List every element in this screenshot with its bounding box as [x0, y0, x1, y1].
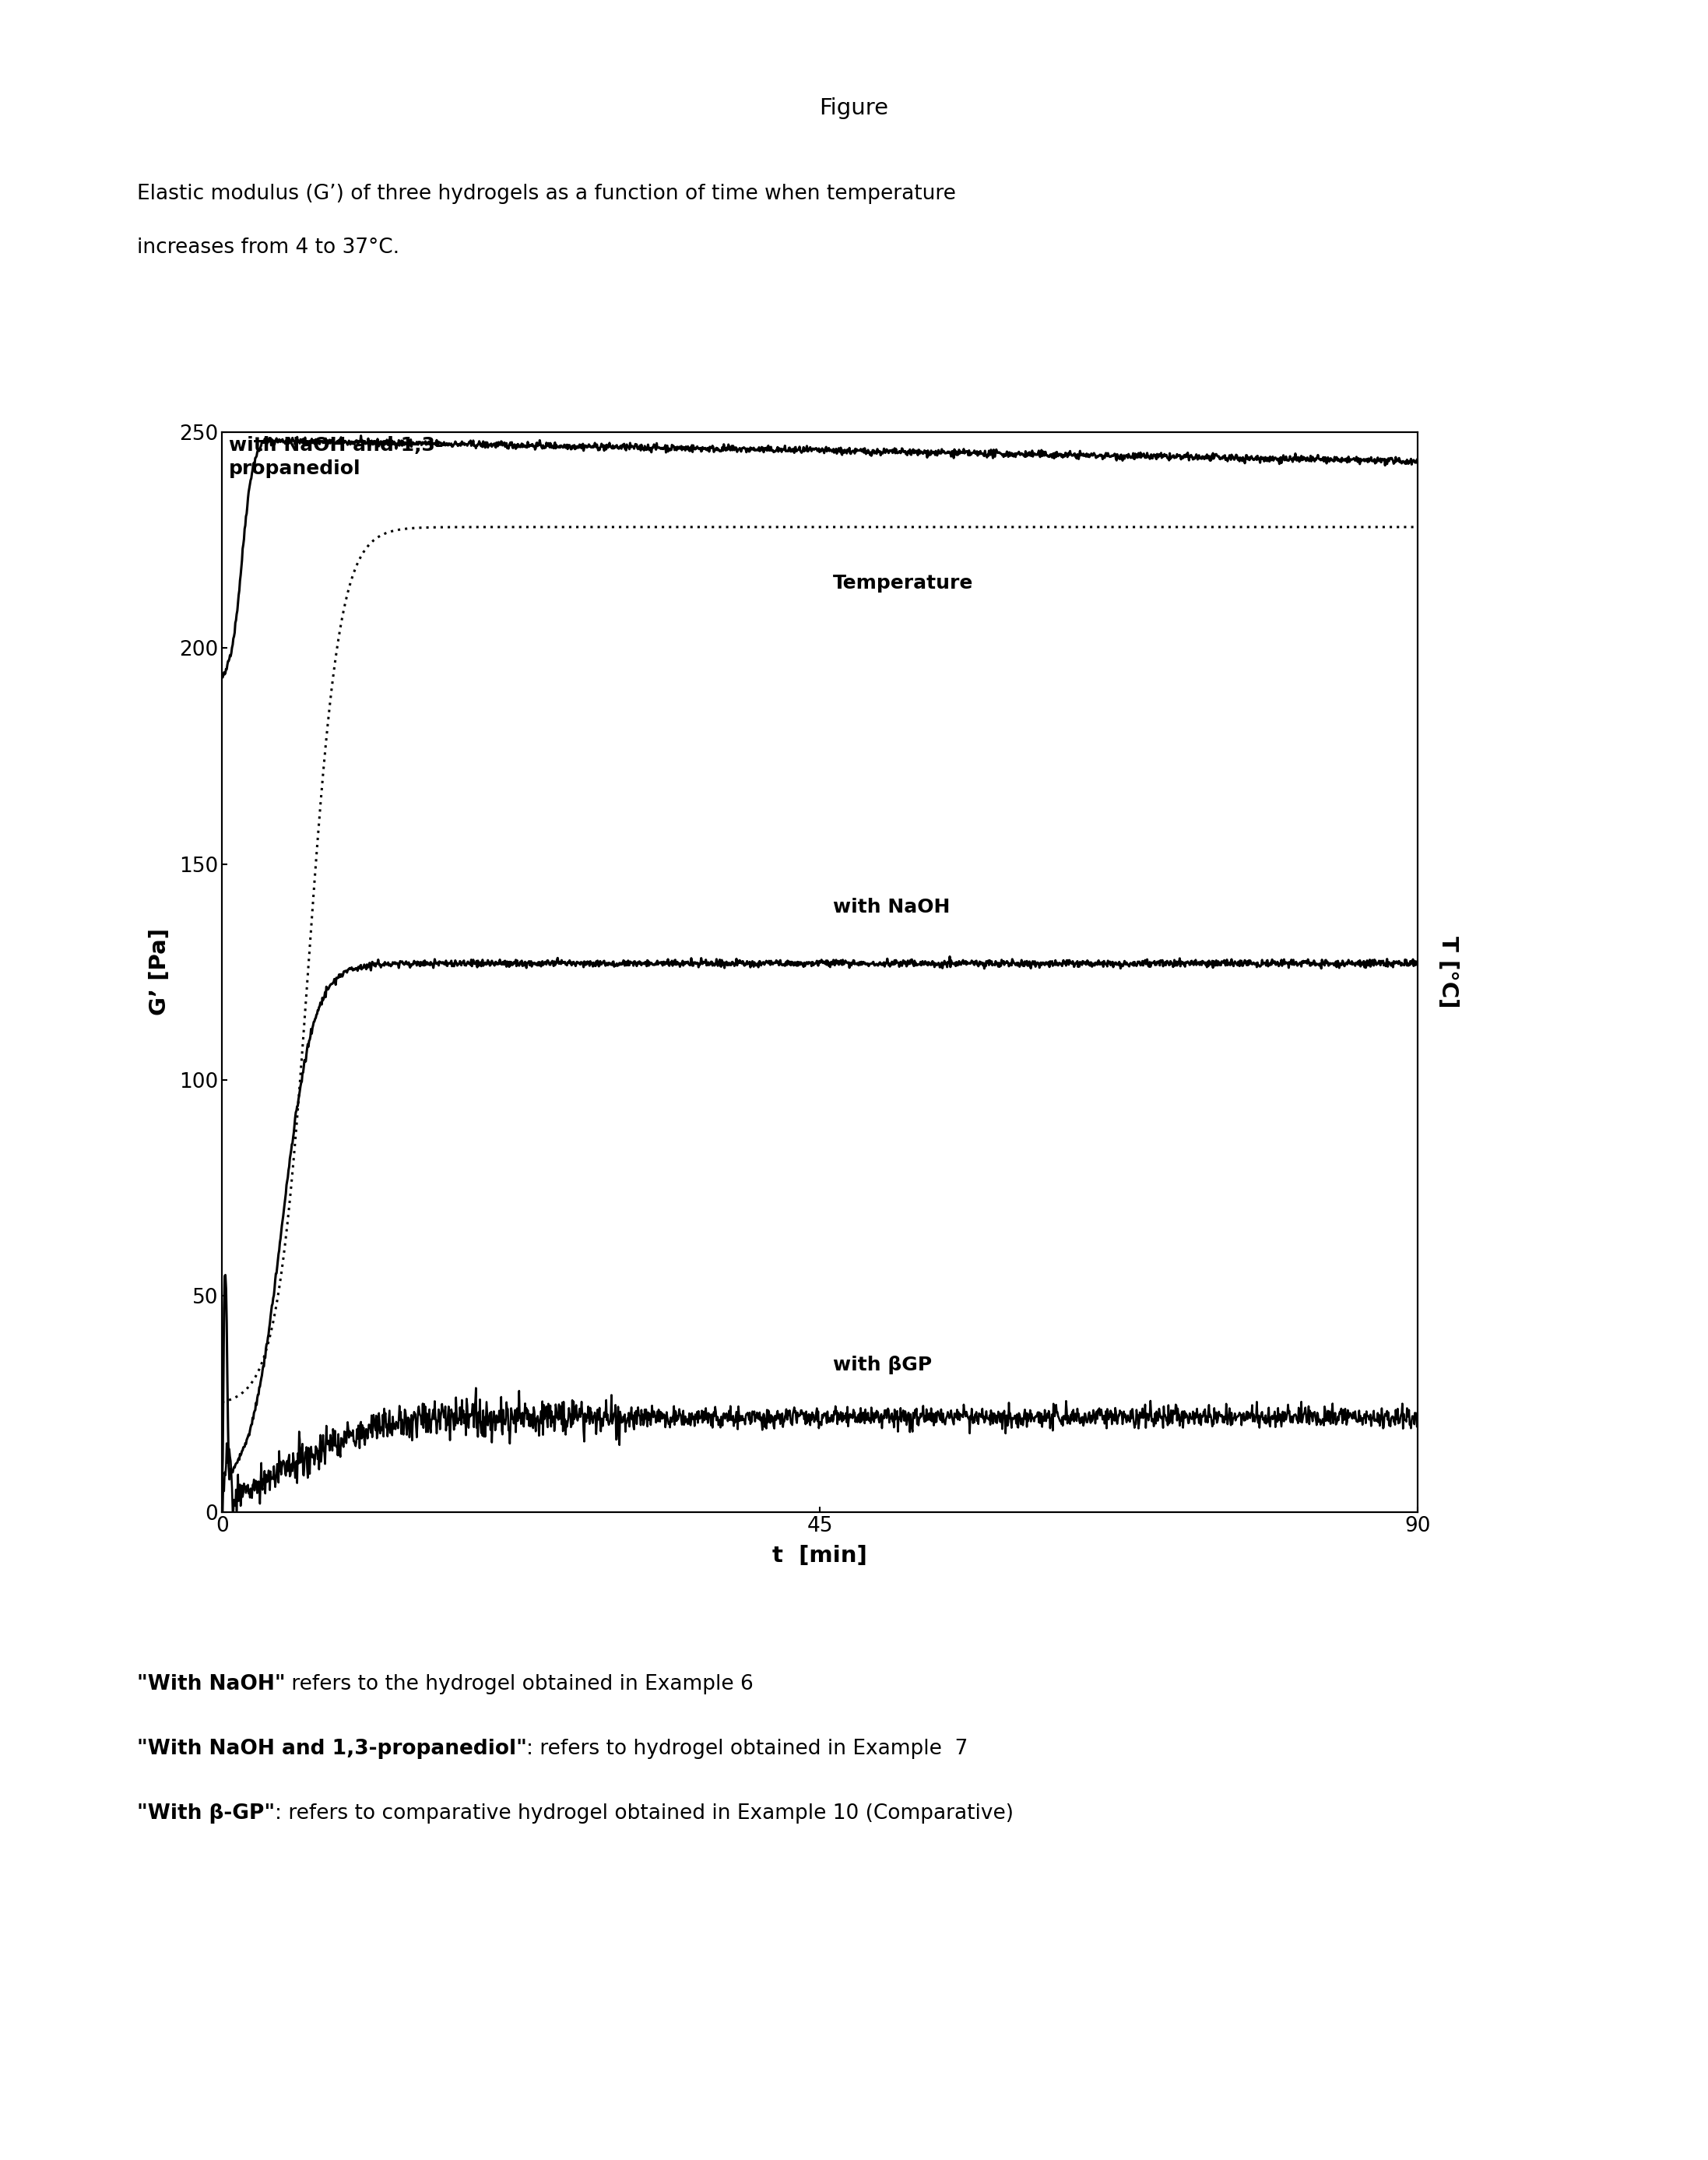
Text: with NaOH: with NaOH — [834, 899, 950, 916]
Text: "With NaOH": "With NaOH" — [137, 1674, 285, 1693]
Text: Elastic modulus (G’) of three hydrogels as a function of time when temperature: Elastic modulus (G’) of three hydrogels … — [137, 184, 955, 203]
X-axis label: t  [min]: t [min] — [772, 1544, 868, 1566]
Text: with NaOH and 1,3-
propanediol: with NaOH and 1,3- propanediol — [229, 436, 442, 477]
Text: "With NaOH and 1,3-propanediol": "With NaOH and 1,3-propanediol" — [137, 1739, 526, 1758]
Text: Temperature: Temperature — [834, 575, 974, 592]
Text: : refers to hydrogel obtained in Example  7: : refers to hydrogel obtained in Example… — [526, 1739, 968, 1758]
Y-axis label: T [°C]: T [°C] — [1436, 935, 1459, 1009]
Text: increases from 4 to 37°C.: increases from 4 to 37°C. — [137, 238, 400, 257]
Text: "With β-GP": "With β-GP" — [137, 1804, 275, 1823]
Y-axis label: G’ [Pa]: G’ [Pa] — [149, 929, 171, 1015]
Text: : refers to comparative hydrogel obtained in Example 10 (Comparative): : refers to comparative hydrogel obtaine… — [275, 1804, 1013, 1823]
Text: Figure: Figure — [820, 97, 888, 119]
Text: with βGP: with βGP — [834, 1356, 933, 1374]
Text: refers to the hydrogel obtained in Example 6: refers to the hydrogel obtained in Examp… — [285, 1674, 753, 1693]
